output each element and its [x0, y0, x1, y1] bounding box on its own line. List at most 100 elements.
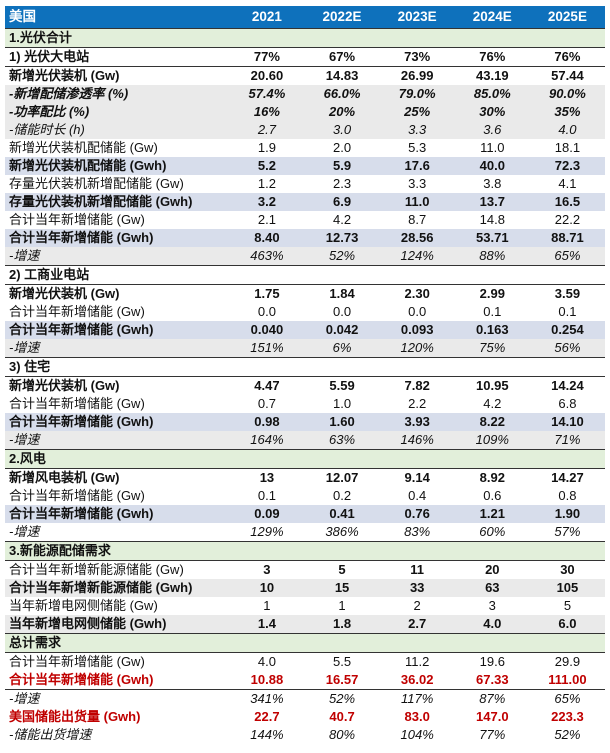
cell-value: 0.76 — [379, 505, 455, 523]
table-row: 美国储能出货量 (Gwh) 22.7 40.7 83.0 147.0 223.3 — [5, 708, 605, 726]
cell-value: 0.0 — [257, 304, 276, 319]
cell-value: 0.09 — [229, 505, 305, 523]
cell-value: 463% — [229, 247, 305, 266]
row-label: -功率配比 (%) — [5, 103, 230, 121]
cell-value: 20 — [485, 562, 500, 577]
table-row: 总计需求 — [5, 633, 605, 653]
cell-value: 4.0 — [257, 654, 276, 669]
table-row: 合计当年新增新能源储能 (Gw) 3 5 11 20 30 — [5, 561, 605, 580]
cell-value: 71% — [529, 431, 605, 450]
cell-value: 73% — [379, 47, 455, 67]
cell-value — [229, 633, 305, 653]
cell-value: 11.0 — [480, 140, 505, 155]
table-row: 存量光伏装机新增配储能 (Gw) 1.2 2.3 3.3 3.8 4.1 — [5, 175, 605, 193]
cell-value: 164% — [229, 431, 305, 450]
cell-value: 0.0 — [333, 304, 352, 319]
table-row: 新增光伏装机 (Gw) 1.75 1.84 2.30 2.99 3.59 — [5, 285, 605, 304]
cell-value — [229, 541, 305, 561]
row-label: 美国储能出货量 (Gwh) — [9, 709, 141, 724]
year-header-3: 2023E — [379, 6, 455, 29]
cell-value — [304, 28, 380, 48]
cell-value: 65% — [554, 691, 581, 706]
row-label: 当年新增电网侧储能 (Gwh) — [5, 615, 230, 634]
year-header-4: 2024E — [454, 6, 530, 29]
row-label: 1) 光伏大电站 — [5, 47, 230, 67]
cell-value: 1.84 — [329, 286, 355, 301]
cell-value: 60% — [479, 524, 506, 539]
header-row: 美国 2021 2022E 2023E 2024E 2025E — [5, 6, 605, 29]
cell-value: 67% — [304, 47, 380, 67]
cell-value: 1 — [338, 598, 346, 613]
row-label: 合计当年新增储能 (Gw) — [9, 654, 145, 669]
cell-value — [229, 449, 305, 469]
cell-value: 5.9 — [304, 157, 380, 175]
table-row: 新增风电装机 (Gw) 13 12.07 9.14 8.92 14.27 — [5, 469, 605, 488]
row-label: 2) 工商业电站 — [5, 265, 230, 285]
cell-value: 0.042 — [304, 321, 380, 339]
row-label: 存量光伏装机新增配储能 (Gwh) — [5, 193, 230, 211]
cell-value: 88% — [454, 247, 530, 266]
row-label: 3) 住宅 — [5, 357, 230, 377]
cell-value: 63% — [304, 431, 380, 450]
cell-value: 120% — [379, 339, 455, 358]
row-label: 合计当年新增储能 (Gwh) — [5, 229, 230, 247]
cell-value: 0.093 — [379, 321, 455, 339]
row-label: -增速 — [9, 524, 40, 539]
cell-value: 0.254 — [529, 321, 605, 339]
cell-value: 13 — [259, 470, 275, 485]
table-row: -增速 341% 52% 117% 87% 65% — [5, 690, 605, 709]
cell-value: 77% — [229, 47, 305, 67]
cell-value: 341% — [250, 691, 284, 706]
cell-value: 22.7 — [254, 709, 280, 724]
cell-value: 0.163 — [454, 321, 530, 339]
cell-value: 0.8 — [558, 488, 577, 503]
cell-value: 3.6 — [454, 121, 530, 139]
cell-value: 83.0 — [404, 709, 430, 724]
row-label: -增速 — [9, 691, 40, 706]
cell-value: 57% — [554, 524, 581, 539]
cell-value: 14.27 — [551, 470, 584, 485]
cell-value: 0.1 — [558, 304, 577, 319]
cell-value: 30% — [454, 103, 530, 121]
cell-value — [229, 28, 305, 48]
cell-value: 1 — [263, 598, 271, 613]
row-label: 合计当年新增储能 (Gwh) — [5, 505, 230, 523]
table-row: 当年新增电网侧储能 (Gwh) 1.4 1.8 2.7 4.0 6.0 — [5, 615, 605, 634]
cell-value: 3.3 — [379, 121, 455, 139]
cell-value: 3 — [488, 598, 496, 613]
cell-value: 104% — [400, 727, 434, 742]
cell-value: 72.3 — [529, 157, 605, 175]
row-label: 合计当年新增储能 (Gw) — [9, 396, 145, 411]
cell-value — [379, 541, 455, 561]
cell-value: 5.2 — [229, 157, 305, 175]
cell-value: 4.1 — [558, 176, 577, 191]
cell-value — [304, 633, 380, 653]
cell-value: 2.30 — [404, 286, 430, 301]
cell-value: 0.0 — [408, 304, 427, 319]
cell-value — [454, 357, 530, 377]
table-row: -储能出货增速 144% 80% 104% 77% 52% — [5, 726, 605, 744]
cell-value: 117% — [401, 691, 434, 706]
energy-storage-forecast-table: 美国 2021 2022E 2023E 2024E 2025E 1.光伏合计 1) 光伏大… — [5, 6, 605, 744]
cell-value: 36.02 — [379, 671, 455, 690]
cell-value — [529, 541, 605, 561]
cell-value: 22.2 — [554, 212, 581, 227]
row-label: 新增风电装机 (Gw) — [9, 470, 120, 485]
cell-value: 90.0% — [529, 85, 605, 103]
cell-value: 2.2 — [408, 396, 427, 411]
cell-value: 4.0 — [454, 615, 530, 634]
cell-value: 80% — [329, 727, 356, 742]
cell-value: 3.2 — [229, 193, 305, 211]
cell-value: 53.71 — [454, 229, 530, 247]
cell-value: 8.92 — [479, 470, 505, 485]
cell-value: 40.7 — [329, 709, 355, 724]
cell-value: 0.4 — [408, 488, 427, 503]
cell-value: 1.0 — [333, 396, 352, 411]
cell-value: 18.1 — [554, 140, 581, 155]
cell-value: 124% — [379, 247, 455, 266]
cell-value: 16% — [229, 103, 305, 121]
cell-value: 6.9 — [304, 193, 380, 211]
table-row: 1.光伏合计 — [5, 28, 605, 48]
cell-value: 144% — [250, 727, 284, 742]
cell-value: 2.3 — [333, 176, 352, 191]
